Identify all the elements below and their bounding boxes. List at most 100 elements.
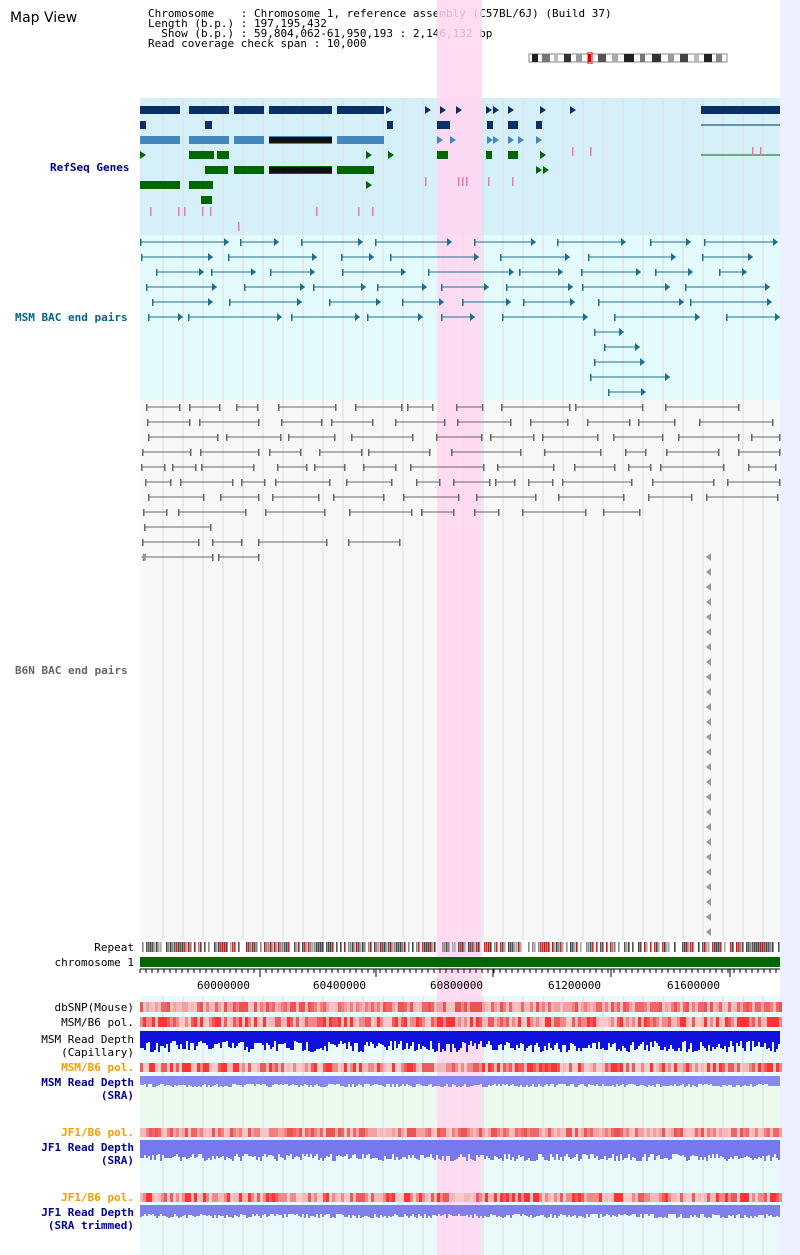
dbsnp-bin — [413, 1002, 416, 1012]
msm-b6-pol-bin — [257, 1017, 260, 1027]
jf1-b6-pol-2-bin — [446, 1193, 449, 1202]
jf1-b6-pol-2-bin — [197, 1193, 200, 1202]
msm-b6-pol-bin — [710, 1017, 713, 1027]
msm-depth-sra-bin — [574, 1076, 576, 1087]
repeat-element — [688, 942, 690, 952]
refseq-gene — [189, 151, 214, 159]
msm-b6-pol-sra-label[interactable]: MSM/B6 pol. — [61, 1061, 134, 1074]
jf1-b6-pol-2-bin — [479, 1193, 482, 1202]
refseq-gene — [140, 121, 146, 129]
msm-depth-sra-bin — [604, 1076, 606, 1086]
msm-depth-sra-bin — [152, 1076, 154, 1087]
dbsnp-bin — [227, 1002, 230, 1012]
dbsnp-bin — [326, 1002, 329, 1012]
jf1-b6-pol-2-bin — [410, 1193, 413, 1202]
msm-b6-pol-bin — [272, 1017, 275, 1027]
msm-depth-sra-bin — [248, 1076, 250, 1084]
jf1-b6-pol-bin — [779, 1128, 782, 1137]
msm-depth-sra-bin — [234, 1076, 236, 1084]
msm-b6-pol-sra-bin — [446, 1063, 449, 1072]
b6n-bac-end — [143, 509, 145, 516]
jf1-b6-pol-2-bin — [290, 1193, 293, 1202]
jf1-depth-sra-bin — [722, 1140, 724, 1157]
msm-b6-pol-sra-bin — [626, 1063, 629, 1072]
msm-bac-arrow — [312, 253, 317, 261]
jf1-b6-pol-bin — [677, 1128, 680, 1137]
msm-bac-arrow — [310, 268, 315, 276]
jf1-b6-pol-2-bin — [536, 1193, 539, 1202]
jf1-depth-trimmed-bin — [328, 1205, 330, 1214]
jf1-b6-pol-2-label[interactable]: JF1/B6 pol. — [61, 1191, 134, 1204]
msm-b6-pol-sra-bin — [605, 1063, 608, 1072]
jf1-depth-trimmed-bin — [296, 1205, 298, 1214]
jf1-depth-sra-bin — [368, 1140, 370, 1154]
msm-depth-sra-bin — [712, 1076, 714, 1086]
jf1-b6-pol-bin — [422, 1128, 425, 1137]
repeat-element — [462, 942, 464, 952]
refseq-gene-arrow — [508, 136, 514, 144]
repeat-element — [708, 942, 710, 952]
jf1-depth-trimmed-bin — [498, 1205, 500, 1216]
jf1-depth-trimmed-bin — [756, 1205, 758, 1217]
chromosome-ideogram[interactable] — [528, 52, 730, 64]
dbsnp-bin — [509, 1002, 512, 1012]
b6n-bac-end — [344, 464, 346, 471]
jf1-b6-pol-2-bin — [287, 1193, 290, 1202]
repeat-element — [360, 942, 362, 952]
jf1-b6-pol-2-bin — [602, 1193, 605, 1202]
jf1-b6-pol-bin — [647, 1128, 650, 1137]
msm-depth-capillary-bin — [416, 1031, 418, 1050]
msm-b6-pol-bin — [149, 1017, 152, 1027]
jf1-b6-pol-2-bin — [701, 1193, 704, 1202]
repeat-element — [328, 942, 330, 952]
refseq-genes-label[interactable]: RefSeq Genes — [50, 161, 130, 174]
jf1-read-depth-sra-trimmed-label[interactable]: JF1 Read Depth (SRA trimmed) — [41, 1206, 134, 1232]
jf1-depth-sra-bin — [202, 1140, 204, 1158]
b6n-bac-end — [395, 419, 397, 426]
jf1-b6-pol-2-bin — [212, 1193, 215, 1202]
jf1-depth-sra-bin — [376, 1140, 378, 1158]
repeat-element — [382, 942, 384, 952]
refseq-gene — [508, 151, 518, 159]
msm-b6-pol-bin — [209, 1017, 212, 1027]
msm-depth-capillary-bin — [756, 1031, 758, 1046]
msm-read-depth-sra-label[interactable]: MSM Read Depth (SRA) — [41, 1076, 134, 1102]
msm-depth-capillary-bin — [638, 1031, 640, 1046]
msm-depth-sra-bin — [408, 1076, 410, 1085]
msm-depth-capillary-bin — [622, 1031, 624, 1046]
jf1-depth-sra-bin — [730, 1140, 732, 1157]
dbsnp-bin — [452, 1002, 455, 1012]
msm-depth-sra-bin — [414, 1076, 416, 1087]
msm-depth-capillary-bin — [448, 1031, 450, 1044]
repeat-element — [488, 942, 490, 952]
repeat-element — [304, 942, 306, 952]
dbsnp-bin — [242, 1002, 245, 1012]
jf1-b6-pol-bin — [212, 1128, 215, 1137]
refseq-gene-arrow — [536, 136, 542, 144]
msm-b6-pol-bin — [596, 1017, 599, 1027]
msm-bac-arrow — [212, 283, 217, 291]
repeat-element — [778, 942, 780, 952]
jf1-b6-pol-2-bin — [458, 1193, 461, 1202]
repeat-element — [558, 942, 560, 952]
jf1-depth-trimmed-bin — [506, 1205, 508, 1215]
refseq-snp-tick — [458, 177, 460, 186]
b6n-bac-end — [412, 434, 414, 441]
msm-b6-pol-sra-bin — [353, 1063, 356, 1072]
msm-b6-pol-sra-bin — [704, 1063, 707, 1072]
jf1-b6-pol-label[interactable]: JF1/B6 pol. — [61, 1126, 134, 1139]
msm-bac-end-pairs-label[interactable]: MSM BAC end pairs — [15, 311, 128, 324]
jf1-read-depth-sra-label[interactable]: JF1 Read Depth (SRA) — [41, 1141, 134, 1167]
jf1-b6-pol-bin — [602, 1128, 605, 1137]
msm-b6-pol-bin — [770, 1017, 773, 1027]
refseq-gene-arrow — [425, 106, 431, 114]
msm-depth-capillary-bin — [678, 1031, 680, 1048]
msm-b6-pol-bin — [194, 1017, 197, 1027]
msm-depth-capillary-bin — [328, 1031, 330, 1042]
jf1-depth-sra-bin — [354, 1140, 356, 1154]
b6n-bac-end-pairs-label[interactable]: B6N BAC end pairs — [15, 664, 128, 677]
msm-depth-sra-bin — [450, 1076, 452, 1087]
msm-depth-capillary-bin — [312, 1031, 314, 1052]
msm-depth-capillary-bin — [224, 1031, 226, 1042]
